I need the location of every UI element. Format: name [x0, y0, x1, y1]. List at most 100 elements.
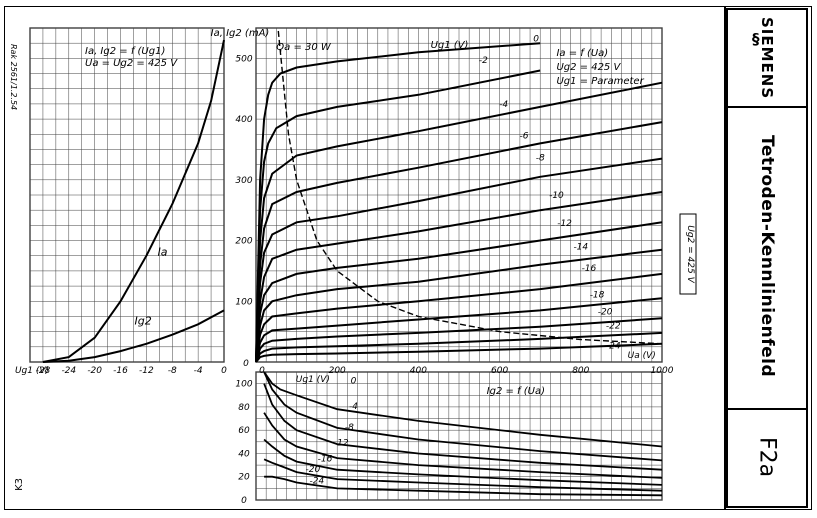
series-label--20: -20	[598, 308, 613, 318]
series-line-ig2--12	[263, 412, 663, 479]
bottom-chart-title-0: Ig2 = f (Ua)	[487, 386, 545, 397]
series-label--24: -24	[606, 342, 621, 352]
series-label-Ig2: Ig2	[135, 314, 152, 327]
series-label-ig2--8: -8	[345, 423, 354, 433]
y-tick-label-bottom: 20	[238, 473, 250, 483]
x-axis-label-left: Ug1 (V)	[15, 366, 49, 376]
y-tick-label-bottom: 80	[238, 403, 250, 413]
series-line--10	[255, 191, 663, 363]
bottom-grid-border	[255, 371, 663, 501]
series-line-ig2--8	[263, 383, 663, 471]
series-line--14	[255, 248, 663, 363]
code-box: F2a	[726, 408, 808, 508]
ug2-box-text: Ug2 = 425 V	[685, 225, 695, 283]
x-tick-label-main: 0	[259, 366, 265, 376]
series-line-ig2--4	[263, 371, 663, 462]
series-line-ig2--20	[263, 458, 663, 492]
y-tick-label-bottom: 60	[238, 426, 250, 436]
ug2-boxed-label	[679, 213, 697, 295]
series-line--18	[255, 297, 663, 363]
series-label--12: -12	[557, 219, 572, 229]
series-label--6: -6	[519, 132, 528, 142]
x-tick-label-main: 1000	[651, 366, 674, 376]
power-curve-label: Qa = 30 W	[276, 42, 332, 53]
series-label-ig2--24: -24	[310, 477, 325, 487]
series-line--12	[255, 221, 663, 363]
series-label--18: -18	[590, 291, 605, 301]
y-axis-label-main: Ia, Ig2 (mA)	[211, 28, 270, 39]
series-label--14: -14	[573, 243, 588, 253]
series-label-ig2--12: -12	[334, 438, 349, 448]
x-tick-label-left: -4	[194, 366, 203, 376]
series-line--6	[255, 121, 663, 363]
series-label-ig2--16: -16	[318, 455, 333, 465]
brand-box: SIEMENS §	[726, 8, 808, 108]
series-label--10: -10	[549, 191, 564, 201]
left-chart-title-0: Ia, Ig2 = f (Ug1)	[85, 46, 165, 57]
series-label-ig2-0: 0	[351, 377, 357, 387]
y-tick-label-main: 300	[235, 176, 252, 186]
series-line-ig2-0	[263, 371, 663, 448]
series-label-Ia: Ia	[158, 246, 168, 259]
series-line-ig2--16	[263, 438, 663, 486]
y-tick-label-main: 100	[235, 297, 252, 307]
y-tick-label-bottom: 40	[238, 449, 250, 459]
y-tick-label-main: 400	[235, 115, 252, 125]
x-tick-label-main: 200	[329, 366, 346, 376]
series-line--22	[255, 331, 663, 363]
main-chart-title-1: Ug2 = 425 V	[556, 62, 621, 73]
series-line--20	[255, 317, 663, 363]
series-line--24	[255, 342, 663, 363]
x-tick-label-left: -8	[168, 366, 177, 376]
series-label-ig2--20: -20	[305, 465, 320, 475]
y-tick-label-main: 0	[243, 359, 249, 369]
x-tick-label-main: 600	[491, 366, 508, 376]
series-line-Ia	[42, 39, 225, 363]
title-box: Tetroden-Kennlinienfeld	[726, 104, 808, 410]
series-line--4	[255, 81, 663, 363]
series-label--8: -8	[536, 153, 545, 163]
main-grid-border	[255, 27, 663, 363]
series-label-ig2--4: -4	[349, 402, 358, 412]
x-tick-label-left: -12	[139, 366, 154, 376]
series-line--16	[255, 272, 663, 363]
y-tick-label-bottom: 100	[235, 380, 252, 390]
series-line--2	[255, 69, 541, 363]
series-line-0	[255, 42, 541, 363]
series-label-0: 0	[533, 34, 539, 44]
series-label--2: -2	[479, 56, 488, 66]
series-line--8	[255, 157, 663, 363]
power-limit-curve	[277, 30, 663, 345]
y-tick-label-main: 200	[235, 237, 252, 247]
main-chart-title-0: Ia = f (Ua)	[556, 48, 608, 59]
sheet-frame	[4, 6, 812, 510]
x-tick-label-left: -24	[61, 366, 76, 376]
x-tick-label-main: 400	[410, 366, 427, 376]
parameter-label-main: Ug1 (V)	[431, 40, 469, 51]
parameter-label-bottom: Ug1 (V)	[296, 375, 330, 385]
brand-name: SIEMENS	[758, 16, 776, 100]
catalog-number: Rak 2561/1.2.54	[9, 44, 18, 111]
y-tick-label-bottom: 0	[241, 496, 247, 506]
ug2-box	[679, 213, 697, 295]
x-axis-label-main: Ua (V)	[628, 351, 656, 361]
sheet-title: Tetroden-Kennlinienfeld	[757, 134, 777, 378]
series-line-Ig2	[42, 309, 225, 363]
series-label--22: -22	[606, 322, 621, 332]
title-block-divider	[724, 6, 726, 510]
y-tick-label-main: 500	[235, 54, 252, 64]
left-grid	[29, 27, 225, 363]
series-label--4: -4	[499, 100, 508, 110]
main-chart-title-2: Ug1 = Parameter	[556, 76, 644, 87]
x-tick-label-left: -20	[87, 366, 102, 376]
series-line-ig2--24	[264, 475, 663, 497]
left-grid-border	[29, 27, 225, 363]
x-tick-label-left: -16	[113, 366, 128, 376]
left-chart-title-1: Ua = Ug2 = 425 V	[85, 58, 178, 69]
siemens-logo-icon: §	[752, 30, 760, 48]
sheet-id: F2a	[754, 436, 780, 478]
series-label--16: -16	[582, 264, 597, 274]
x-tick-label-left: -28	[36, 366, 51, 376]
x-tick-label-main: 800	[572, 366, 589, 376]
